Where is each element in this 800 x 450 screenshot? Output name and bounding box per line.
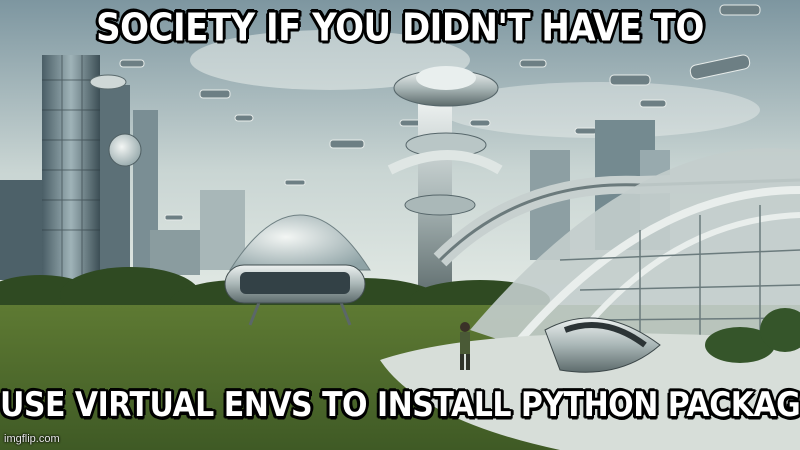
saucer-tower [387, 66, 503, 300]
flying-cars [119, 4, 761, 221]
capsule-pod [224, 264, 366, 326]
dome [229, 214, 371, 271]
bottom-caption: USE VIRTUAL ENVS TO INSTALL PYTHON PACKA… [0, 385, 800, 426]
pod-vehicle [544, 317, 661, 373]
person [460, 322, 470, 370]
plaza [380, 333, 800, 450]
imgflip-watermark: imgflip.com [4, 433, 60, 445]
top-caption: SOCIETY IF YOU DIDN'T HAVE TO [96, 5, 704, 51]
